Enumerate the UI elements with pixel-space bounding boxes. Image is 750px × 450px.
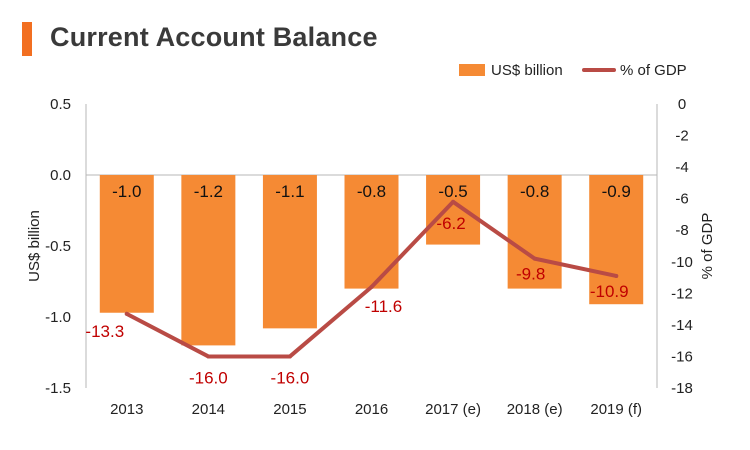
gdp-point — [124, 311, 129, 316]
x-tick-label: 2015 — [273, 401, 306, 418]
title-accent-bar — [22, 22, 32, 56]
gdp-value-label: -6.2 — [436, 214, 465, 233]
right-tick-label: -18 — [671, 380, 693, 397]
legend-line-label: % of GDP — [620, 62, 687, 79]
x-tick-label: 2017 (e) — [425, 401, 481, 418]
right-tick-label: -16 — [671, 348, 693, 365]
x-tick-label: 2013 — [110, 401, 143, 418]
legend-bar-swatch — [459, 64, 485, 76]
left-tick-label: -0.5 — [45, 238, 71, 255]
left-tick-label: -1.0 — [45, 309, 71, 326]
right-tick-label: -4 — [675, 159, 688, 176]
bar-2015 — [262, 175, 317, 329]
gdp-point — [532, 256, 537, 261]
bar-2014 — [181, 175, 236, 346]
bar-value-label: -1.2 — [194, 182, 223, 201]
gdp-point — [206, 354, 211, 359]
left-tick-label: 0.0 — [50, 167, 71, 184]
bar-2013 — [99, 175, 154, 313]
legend-bar-label: US$ billion — [491, 62, 563, 79]
left-axis-title: US$ billion — [26, 210, 43, 282]
right-tick-label: 0 — [678, 96, 686, 113]
gdp-value-label: -13.3 — [85, 322, 124, 341]
right-tick-label: -14 — [671, 317, 693, 334]
right-tick-label: -8 — [675, 222, 688, 239]
bar-2017e — [426, 175, 481, 245]
bar-2019f — [589, 175, 644, 305]
chart-title: Current Account Balance — [50, 22, 378, 52]
bar-value-label: -0.9 — [602, 182, 631, 201]
right-tick-label: -10 — [671, 254, 693, 271]
right-tick-label: -6 — [675, 191, 688, 208]
gdp-point — [287, 354, 292, 359]
gdp-point — [369, 285, 374, 290]
gdp-value-label: -9.8 — [516, 265, 545, 284]
gdp-value-label: -16.0 — [189, 368, 228, 387]
right-tick-label: -2 — [675, 128, 688, 145]
bar-value-label: -0.8 — [520, 182, 549, 201]
x-tick-label: 2019 (f) — [590, 401, 642, 418]
gdp-point — [614, 273, 619, 278]
x-tick-label: 2014 — [192, 401, 225, 418]
bar-value-label: -0.8 — [357, 182, 386, 201]
gdp-value-label: -16.0 — [271, 368, 310, 387]
right-axis-title: % of GDP — [699, 213, 716, 280]
bar-value-label: -1.1 — [275, 182, 304, 201]
gdp-point — [451, 199, 456, 204]
left-tick-label: -1.5 — [45, 380, 71, 397]
x-tick-label: 2016 — [355, 401, 388, 418]
gdp-value-label: -10.9 — [590, 282, 629, 301]
left-tick-label: 0.5 — [50, 96, 71, 113]
bar-value-label: -1.0 — [112, 182, 141, 201]
bar-2018e — [507, 175, 562, 289]
right-tick-label: -12 — [671, 285, 693, 302]
x-tick-label: 2018 (e) — [507, 401, 563, 418]
gdp-value-label: -11.6 — [365, 297, 403, 316]
bar-value-label: -0.5 — [438, 182, 467, 201]
